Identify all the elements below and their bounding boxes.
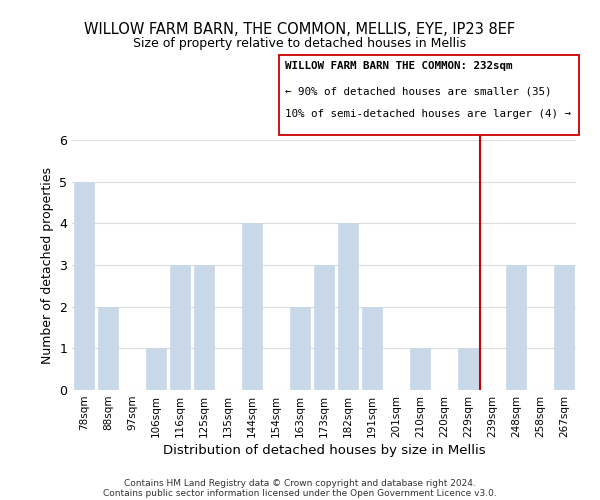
Bar — [410, 348, 430, 390]
Text: Contains HM Land Registry data © Crown copyright and database right 2024.: Contains HM Land Registry data © Crown c… — [124, 478, 476, 488]
X-axis label: Distribution of detached houses by size in Mellis: Distribution of detached houses by size … — [163, 444, 485, 457]
Text: 10% of semi-detached houses are larger (4) →: 10% of semi-detached houses are larger (… — [285, 109, 571, 119]
Y-axis label: Number of detached properties: Number of detached properties — [41, 166, 53, 364]
Text: Size of property relative to detached houses in Mellis: Size of property relative to detached ho… — [133, 38, 467, 51]
Bar — [458, 348, 478, 390]
Bar — [290, 306, 310, 390]
Bar — [98, 306, 118, 390]
Bar — [194, 265, 214, 390]
Bar — [146, 348, 166, 390]
Bar — [338, 224, 358, 390]
Bar — [314, 265, 334, 390]
Bar — [242, 224, 262, 390]
Bar — [554, 265, 574, 390]
Text: WILLOW FARM BARN THE COMMON: 232sqm: WILLOW FARM BARN THE COMMON: 232sqm — [285, 61, 512, 71]
Bar — [74, 182, 94, 390]
Bar — [170, 265, 190, 390]
Bar — [506, 265, 526, 390]
Text: ← 90% of detached houses are smaller (35): ← 90% of detached houses are smaller (35… — [285, 86, 551, 97]
Text: Contains public sector information licensed under the Open Government Licence v3: Contains public sector information licen… — [103, 488, 497, 498]
Bar — [362, 306, 382, 390]
Text: WILLOW FARM BARN, THE COMMON, MELLIS, EYE, IP23 8EF: WILLOW FARM BARN, THE COMMON, MELLIS, EY… — [85, 22, 515, 38]
